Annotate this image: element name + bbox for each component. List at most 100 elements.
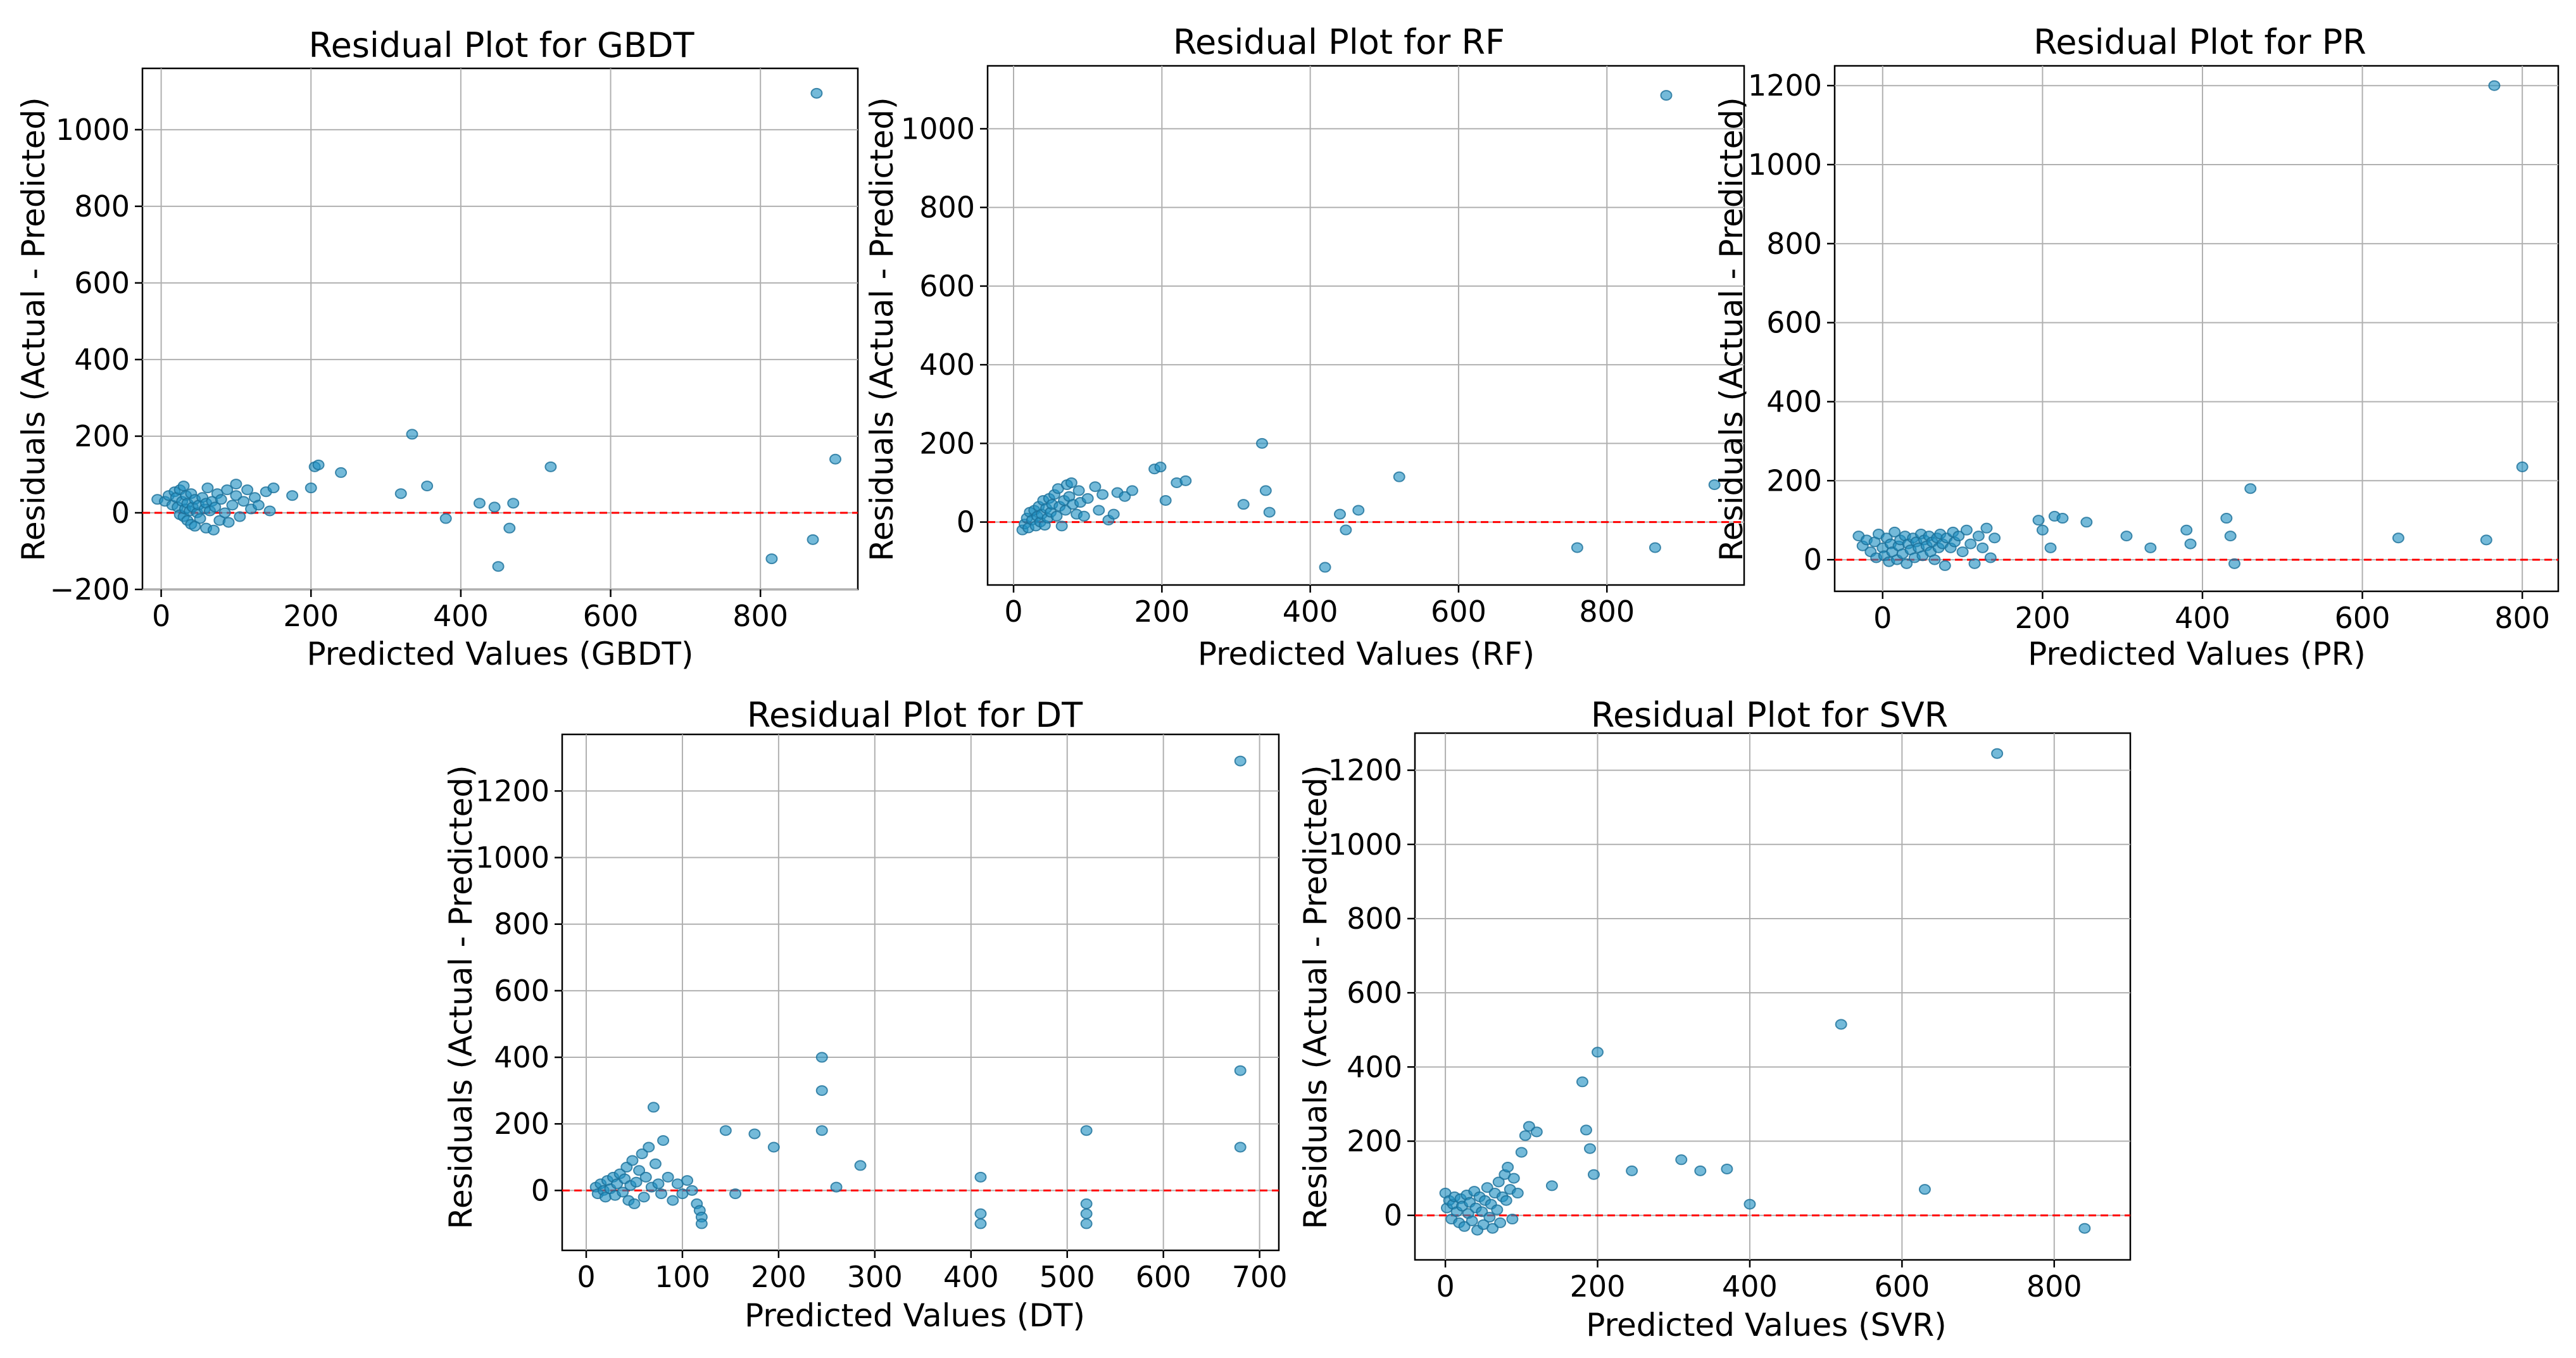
data-point xyxy=(1580,1124,1592,1136)
data-point xyxy=(1492,1176,1505,1188)
y-tick-label: 1000 xyxy=(1328,827,1402,862)
data-point xyxy=(1080,1208,1093,1219)
y-axis-label: Residuals (Actual - Predicted) xyxy=(443,765,479,1229)
plot-frame xyxy=(1414,732,2132,1261)
data-point xyxy=(1626,1165,1638,1176)
x-tick-label: 800 xyxy=(732,599,788,633)
scatter-points xyxy=(151,87,842,572)
data-point xyxy=(686,1185,698,1196)
data-point xyxy=(1486,1223,1499,1234)
data-point xyxy=(1660,90,1673,101)
data-point xyxy=(1126,485,1138,496)
data-point xyxy=(1972,531,1985,542)
data-point xyxy=(649,1158,662,1169)
data-point xyxy=(221,484,234,496)
x-tick-label: 0 xyxy=(1004,594,1022,629)
chart-title: Residual Plot for DT xyxy=(747,695,1083,735)
data-point xyxy=(473,498,486,509)
data-point xyxy=(1494,1217,1507,1228)
data-point xyxy=(1938,560,1951,571)
data-point xyxy=(1694,1165,1707,1176)
data-point xyxy=(544,461,557,472)
plot-frame xyxy=(986,65,1745,586)
data-point xyxy=(1952,531,1965,542)
data-point xyxy=(2480,534,2492,546)
data-point xyxy=(218,507,231,519)
data-point xyxy=(312,459,325,470)
data-point xyxy=(237,496,250,507)
data-point xyxy=(267,482,280,494)
y-tick-label: 1200 xyxy=(475,774,550,808)
x-tick-label: 200 xyxy=(2014,601,2070,635)
x-axis-label: Predicted Values (PR) xyxy=(2028,636,2366,672)
data-point xyxy=(1259,485,1272,496)
data-point xyxy=(2224,531,2237,542)
data-point xyxy=(667,1195,679,1206)
data-point xyxy=(1483,1212,1496,1223)
data-point xyxy=(974,1171,987,1183)
data-point xyxy=(1708,479,1721,491)
x-tick-label: 400 xyxy=(1283,594,1338,629)
data-point xyxy=(1545,1180,1558,1191)
data-point xyxy=(1744,1198,1756,1210)
y-axis-label: Residuals (Actual - Predicted) xyxy=(864,97,900,561)
data-point xyxy=(854,1160,867,1171)
data-point xyxy=(1050,510,1063,522)
data-point xyxy=(252,500,265,511)
data-point xyxy=(626,1155,639,1166)
data-point xyxy=(1515,1147,1528,1158)
gridlines xyxy=(142,68,858,590)
y-tick-label: 400 xyxy=(1766,384,1822,418)
data-point xyxy=(1080,1218,1093,1229)
x-tick-label: 600 xyxy=(583,599,639,633)
x-tick-labels: 0 200 400 600 800 xyxy=(1004,585,1635,629)
chart-title: Residual Plot for SVR xyxy=(1591,695,1948,735)
data-point xyxy=(1530,1126,1543,1138)
data-point xyxy=(628,1198,641,1209)
data-point xyxy=(662,1171,674,1183)
data-point xyxy=(201,482,214,494)
panel-gbdt: Residual Plot for GBDT 0 200 400 600 800 −20… xyxy=(15,25,859,672)
data-point xyxy=(829,453,842,465)
y-axis-label: Residuals (Actual - Predicted) xyxy=(1713,97,1750,561)
chart-title: Residual Plot for RF xyxy=(1173,22,1505,62)
y-tick-label: 400 xyxy=(74,343,130,377)
data-point xyxy=(1481,1182,1493,1193)
data-point xyxy=(286,490,299,501)
y-tick-label: −200 xyxy=(50,572,130,607)
data-point xyxy=(807,534,819,545)
data-point xyxy=(2044,542,2057,553)
data-point xyxy=(488,501,501,513)
data-point xyxy=(638,1191,650,1203)
data-point xyxy=(1089,481,1102,493)
y-tick-label: 200 xyxy=(74,419,130,453)
data-point xyxy=(1319,562,1331,573)
data-point xyxy=(305,482,317,494)
data-point xyxy=(1096,489,1109,500)
data-point xyxy=(719,1125,732,1136)
x-axis-label: Predicted Values (RF) xyxy=(1198,636,1535,672)
y-tick-label: 0 xyxy=(957,505,975,539)
y-tick-label: 600 xyxy=(494,974,550,1008)
data-point xyxy=(1081,493,1094,504)
data-point xyxy=(1237,499,1250,510)
data-point xyxy=(1721,1163,1733,1174)
data-point xyxy=(226,500,239,511)
data-point xyxy=(234,511,246,522)
data-point xyxy=(1576,1076,1588,1088)
data-point xyxy=(2228,558,2240,569)
x-tick-label: 200 xyxy=(751,1260,807,1294)
data-point xyxy=(194,513,206,524)
y-tick-label: 200 xyxy=(494,1107,550,1141)
x-tick-label: 800 xyxy=(2494,601,2550,635)
data-point xyxy=(681,1175,694,1186)
x-tick-label: 400 xyxy=(943,1260,999,1294)
x-tick-label: 400 xyxy=(2175,601,2230,635)
scatter-points xyxy=(589,755,1247,1229)
x-tick-label: 600 xyxy=(2335,601,2391,635)
data-point xyxy=(1835,1019,1847,1030)
y-tick-labels: 0 200 400 600 800 1000 xyxy=(901,111,988,539)
y-tick-label: 200 xyxy=(919,426,975,460)
x-tick-label: 200 xyxy=(1570,1269,1626,1304)
y-tick-labels: −200 0 200 400 600 800 1000 xyxy=(50,113,142,607)
